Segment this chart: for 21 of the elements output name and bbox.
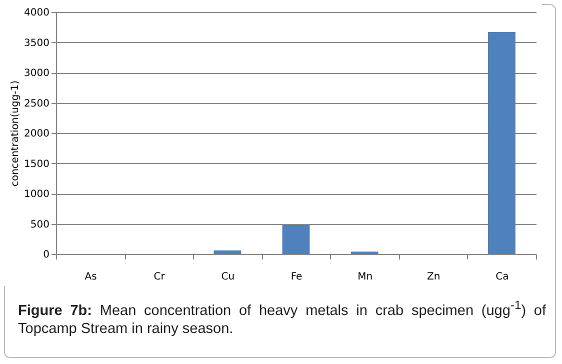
y-tick-label: 2000 (24, 128, 50, 140)
x-tick-label: Cr (154, 272, 166, 282)
bar (282, 224, 310, 254)
y-tick-label: 3500 (24, 38, 50, 49)
bar (488, 32, 516, 254)
x-tick-label: Cu (221, 272, 235, 282)
x-tick-label: Fe (290, 272, 302, 282)
x-tick-label: Zn (427, 272, 440, 282)
y-tick-label: 1500 (24, 158, 50, 170)
y-tick-label: 4000 (24, 8, 50, 18)
y-tick-label: 1000 (24, 189, 50, 200)
y-tick-label: 3000 (24, 68, 50, 79)
x-tick-label: Mn (358, 272, 373, 282)
y-axis-title: concentration(ugg-1) (10, 80, 22, 187)
y-tick-label: 500 (30, 219, 50, 230)
bar (214, 250, 242, 254)
x-tick-label: Ca (496, 272, 509, 282)
x-tick-label: As (84, 272, 97, 282)
y-tick-label: 2500 (24, 98, 50, 110)
y-tick-label: 0 (43, 250, 50, 260)
text: Figure 7b: Mean concentration of heavy metals in crab specimen (ugg$^{-1}$) of Topcamp Stream in rainy season. (18, 298, 546, 337)
